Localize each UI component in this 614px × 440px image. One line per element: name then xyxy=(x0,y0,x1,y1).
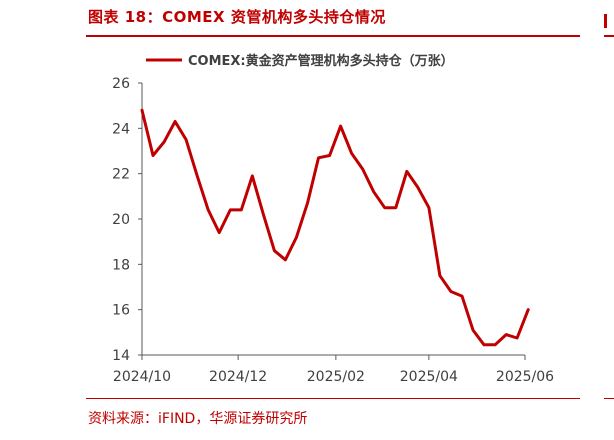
x-tick-label: 2025/06 xyxy=(496,369,554,385)
y-tick-label: 24 xyxy=(112,121,130,137)
y-tick-label: 26 xyxy=(112,76,130,92)
figure-title: 图表 18：COMEX 资管机构多头持仓情况 xyxy=(88,8,386,26)
series-layer xyxy=(140,108,530,347)
series-line xyxy=(140,108,530,347)
legend: COMEX:黄金资产管理机构多头持仓（万张） xyxy=(146,53,454,69)
y-tick-label: 18 xyxy=(112,257,130,273)
adjacent-figure-edge-rule xyxy=(604,35,614,37)
y-tick-label: 20 xyxy=(112,212,130,228)
y-tick-label: 14 xyxy=(112,348,130,364)
source-note: 资料来源：iFIND，华源证券研究所 xyxy=(88,411,308,427)
x-tick-label: 2025/02 xyxy=(307,369,365,385)
axes: 14 16 18 20 22 24 26 2024/10 2024/12 2025/02 2025/… xyxy=(112,76,554,385)
x-tick-label: 2025/04 xyxy=(400,369,458,385)
y-tick-label: 16 xyxy=(112,303,130,319)
source-divider xyxy=(86,398,580,399)
x-tick-label: 2024/10 xyxy=(113,369,171,385)
legend-label: COMEX:黄金资产管理机构多头持仓（万张） xyxy=(188,53,454,69)
y-tick-label: 22 xyxy=(112,167,130,183)
title-divider xyxy=(86,35,580,37)
adjacent-figure-source-rule xyxy=(604,398,614,399)
adjacent-figure-edge-mark xyxy=(604,14,607,28)
x-tick-label: 2024/12 xyxy=(209,369,267,385)
